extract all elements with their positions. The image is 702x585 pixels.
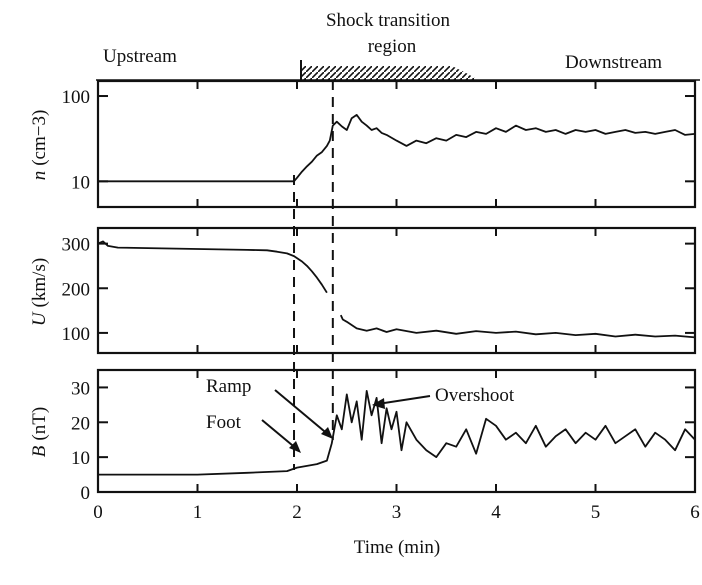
x-axis-title: Time (min) [354,537,440,558]
shock-region-label-line1: Shock transition [326,10,451,31]
y-tick-label-B-1: 10 [71,448,90,469]
foot-arrowhead [289,441,301,453]
x-tick-label-5: 5 [591,502,601,523]
x-tick-label-2: 2 [292,502,302,523]
y-tick-label-n-1: 100 [62,87,91,108]
data-traces [97,114,696,476]
y-tick-label-n-0: 10 [71,172,90,193]
y-tick-label-U-2: 300 [62,235,91,256]
overshoot-arrowhead [372,398,385,409]
y-axis-title-n: n(cm−3) [29,110,50,181]
ramp-arrowhead [321,427,333,439]
series-U-1 [339,314,696,339]
x-tick-label-3: 3 [392,502,402,523]
overshoot-label: Overshoot [435,385,515,406]
ramp-label: Ramp [206,376,251,397]
upstream-label: Upstream [103,46,177,67]
foot-label: Foot [206,412,242,433]
overshoot-arrow [377,395,431,405]
panel-n-frame [96,79,697,209]
y-tick-label-U-1: 200 [62,279,91,300]
downstream-label: Downstream [565,52,662,73]
x-tick-label-0: 0 [93,502,103,523]
ramp-arrow [274,389,331,437]
x-tick-label-4: 4 [491,502,501,523]
y-axis-title-b: B(nT) [29,407,50,457]
series-U-0 [97,240,328,294]
series-n-0 [98,114,696,183]
annotation-arrows [261,389,431,453]
y-tick-label-B-0: 0 [81,483,91,504]
y-axis-title-u: U(km/s) [29,258,50,326]
x-tick-label-1: 1 [193,502,203,523]
y-tick-label-B-2: 20 [71,413,90,434]
y-tick-label-U-0: 100 [62,324,91,345]
series-B-0 [98,389,696,476]
y-tick-label-B-3: 30 [71,378,90,399]
x-tick-label-6: 6 [690,502,700,523]
boundary-markers [293,80,334,470]
shock-region-label-line2: region [368,36,417,57]
